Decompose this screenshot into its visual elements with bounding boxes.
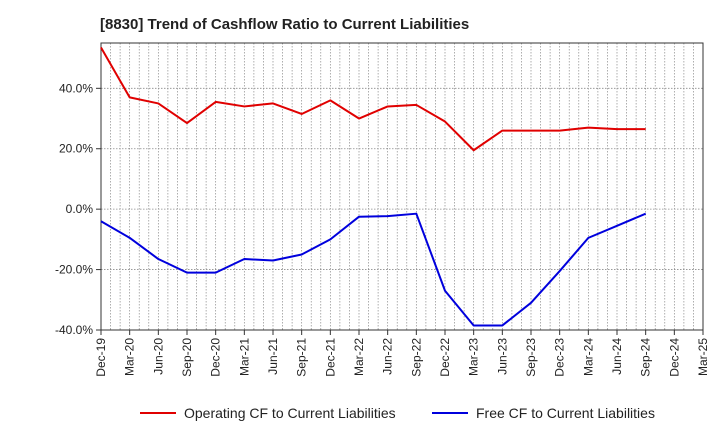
x-tick-label: Sep-23 xyxy=(524,338,538,377)
x-tick-label: Sep-22 xyxy=(409,338,423,377)
x-tick-label: Mar-21 xyxy=(237,338,251,376)
x-tick-label: Mar-23 xyxy=(467,338,481,376)
legend-swatch-operating-cf xyxy=(140,412,176,414)
series-lines xyxy=(100,47,647,327)
legend-label-operating-cf: Operating CF to Current Liabilities xyxy=(184,405,396,421)
y-tick-label: -20.0% xyxy=(55,263,93,277)
legend: Operating CF to Current Liabilities Free… xyxy=(0,405,720,425)
tick-labels: 40.0% 20.0% 0.0% -20.0% -40.0%Dec-19 Mar-20 Ju… xyxy=(55,81,710,376)
y-tick-label: -40.0% xyxy=(55,323,93,337)
legend-swatch-free-cf xyxy=(432,412,468,414)
y-tick-label: 20.0% xyxy=(59,142,93,156)
y-tick-label: 40.0% xyxy=(59,81,93,95)
x-tick-label: Mar-25 xyxy=(696,338,710,376)
x-tick-label: Dec-23 xyxy=(553,338,567,377)
x-tick-label: Mar-22 xyxy=(352,338,366,376)
y-tick-label: 0.0% xyxy=(66,202,94,216)
x-tick-label: Jun-23 xyxy=(495,338,509,375)
x-tick-label: Dec-21 xyxy=(323,338,337,377)
series-line-operating-cf xyxy=(100,47,646,152)
x-tick-label: Jun-21 xyxy=(266,338,280,375)
x-tick-label: Sep-21 xyxy=(295,338,309,377)
legend-label-free-cf: Free CF to Current Liabilities xyxy=(476,405,655,421)
chart-title: [8830] Trend of Cashflow Ratio to Curren… xyxy=(100,16,470,33)
x-tick-label: Sep-20 xyxy=(180,338,194,377)
axes xyxy=(96,42,704,335)
x-tick-label: Dec-22 xyxy=(438,338,452,377)
x-tick-label: Jun-24 xyxy=(610,338,624,375)
x-tick-label: Jun-20 xyxy=(151,338,165,375)
plot-frame xyxy=(100,42,704,331)
x-tick-label: Sep-24 xyxy=(639,338,653,377)
x-tick-label: Mar-20 xyxy=(123,338,137,376)
x-tick-label: Dec-19 xyxy=(94,338,108,377)
grid xyxy=(101,43,703,331)
x-tick-label: Dec-24 xyxy=(667,338,681,377)
series-line-free-cf xyxy=(100,212,647,327)
legend-item-free-cf: Free CF to Current Liabilities xyxy=(432,405,655,421)
x-tick-label: Mar-24 xyxy=(581,338,595,376)
x-tick-label: Dec-20 xyxy=(209,338,223,377)
x-tick-label: Jun-22 xyxy=(381,338,395,375)
legend-item-operating-cf: Operating CF to Current Liabilities xyxy=(140,405,396,421)
